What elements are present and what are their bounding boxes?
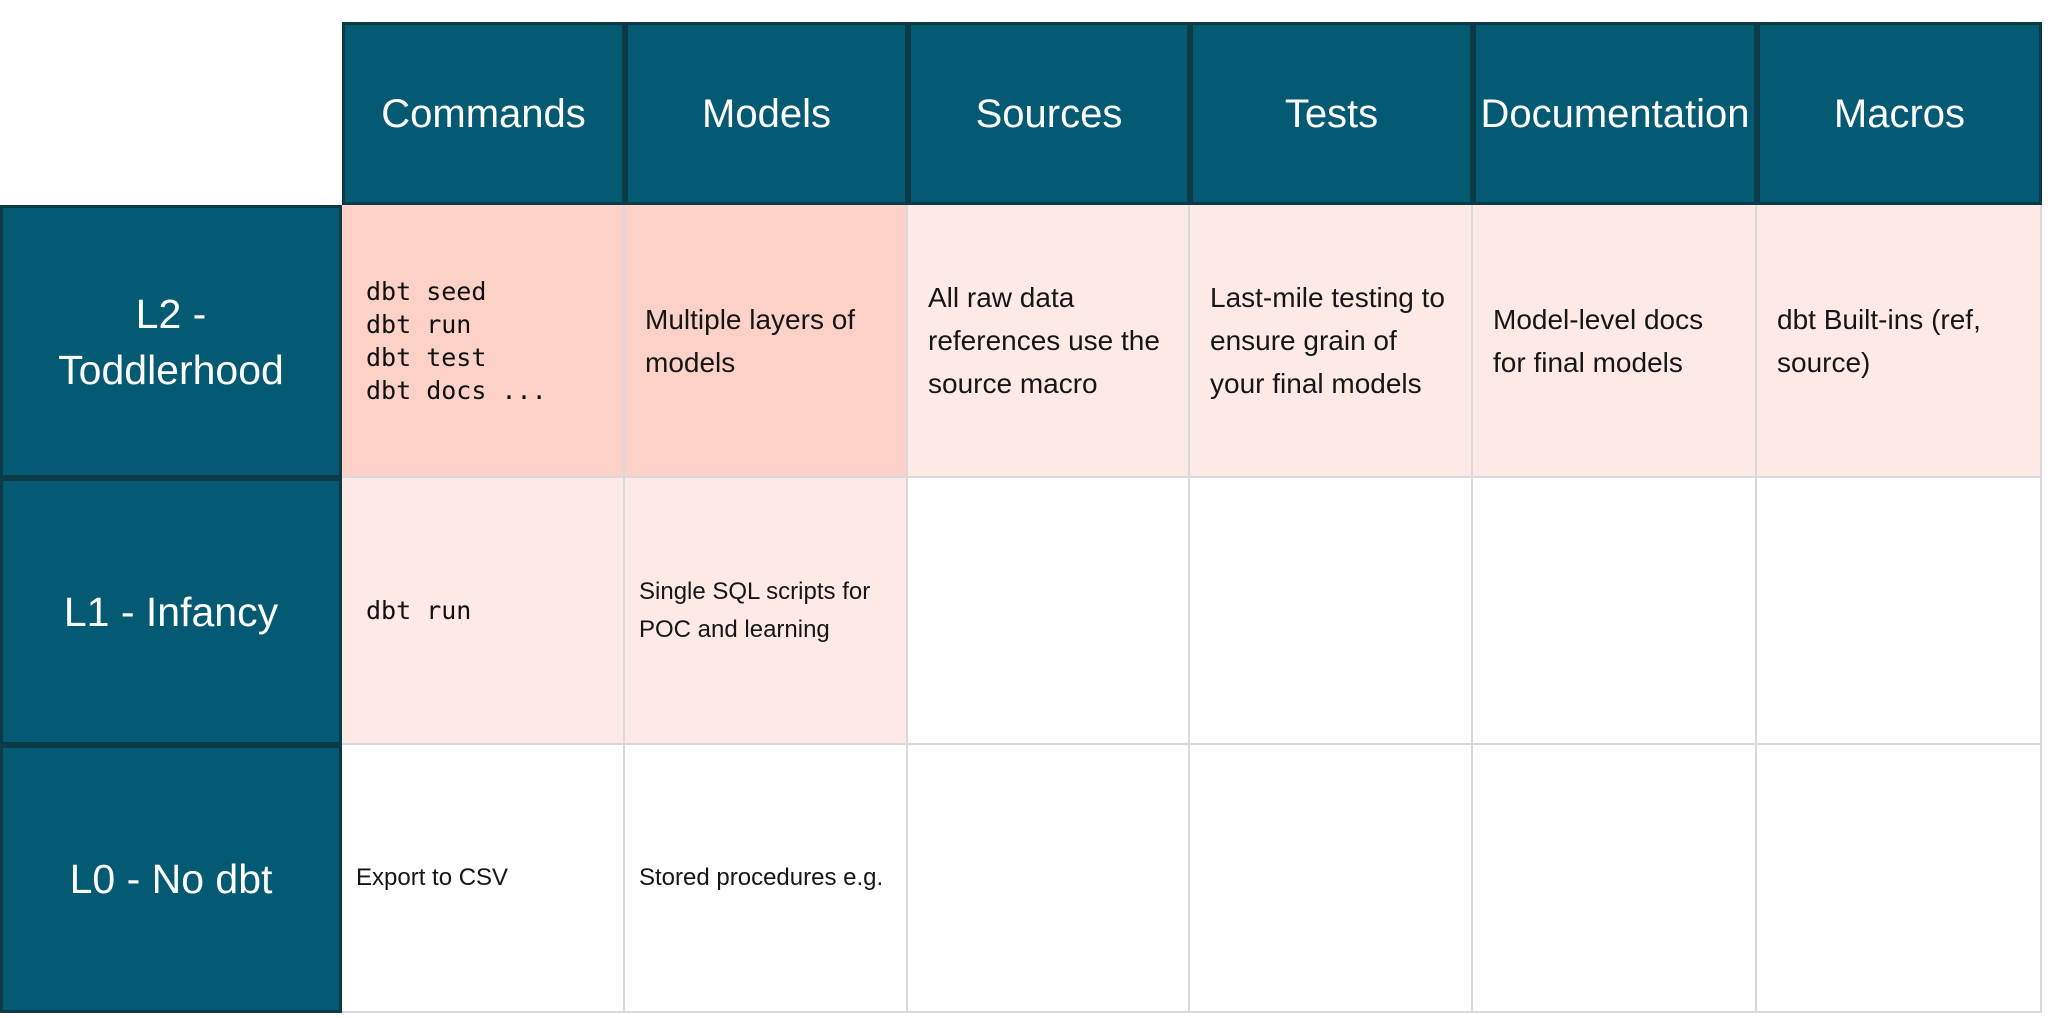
cell-l1-models: Single SQL scripts for POC and learning (625, 478, 908, 745)
cell-l0-models: Stored procedures e.g. (625, 745, 908, 1013)
cell-l1-tests (1190, 478, 1473, 745)
col-header-models: Models (625, 22, 908, 205)
cell-l2-models: Multiple layers of models (625, 205, 908, 478)
cell-l2-sources: All raw data references use the source m… (908, 205, 1190, 478)
cell-l2-commands: dbt seed dbt run dbt test dbt docs ... (342, 205, 625, 478)
cell-l0-commands: Export to CSV (342, 745, 625, 1013)
col-header-macros: Macros (1757, 22, 2042, 205)
cell-l2-tests: Last-mile testing to ensure grain of you… (1190, 205, 1473, 478)
cell-l1-documentation (1473, 478, 1757, 745)
cell-l1-commands: dbt run (342, 478, 625, 745)
cell-l1-macros (1757, 478, 2042, 745)
cell-l0-tests (1190, 745, 1473, 1013)
cell-l2-macros: dbt Built-ins (ref, source) (1757, 205, 2042, 478)
row-header-l0-no-dbt: L0 - No dbt (0, 745, 342, 1013)
col-header-documentation: Documentation (1473, 22, 1757, 205)
cell-l2-documentation: Model-level docs for final models (1473, 205, 1757, 478)
row-header-l1-infancy: L1 - Infancy (0, 478, 342, 745)
cell-l1-sources (908, 478, 1190, 745)
col-header-tests: Tests (1190, 22, 1473, 205)
row-header-l2-toddlerhood: L2 - Toddlerhood (0, 205, 342, 478)
cell-l0-documentation (1473, 745, 1757, 1013)
cell-l0-macros (1757, 745, 2042, 1013)
cell-l0-sources (908, 745, 1190, 1013)
corner-blank-cell (0, 22, 342, 205)
maturity-table: Commands Models Sources Tests Documentat… (0, 22, 2042, 1013)
col-header-sources: Sources (908, 22, 1190, 205)
col-header-commands: Commands (342, 22, 625, 205)
